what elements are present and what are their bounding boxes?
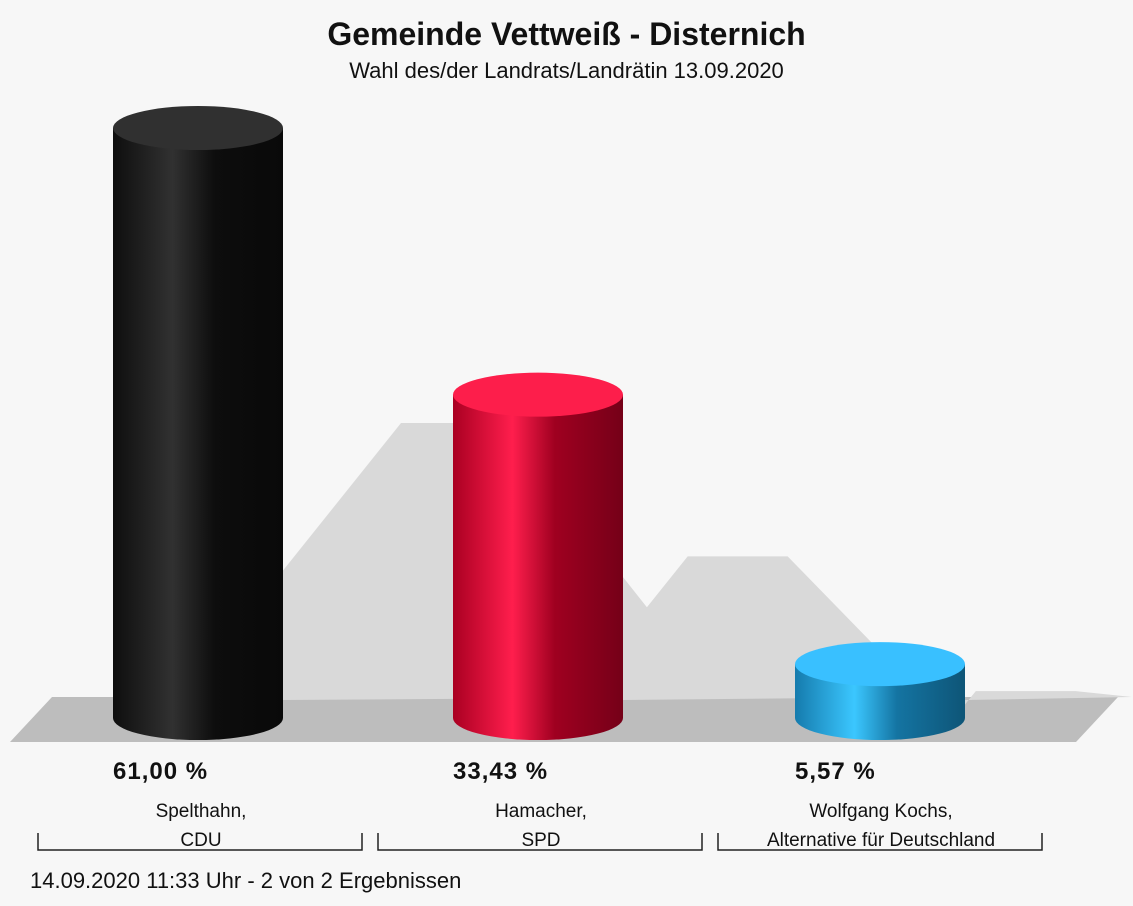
value-label: 61,00 % bbox=[113, 758, 209, 785]
footer: 14.09.2020 11:33 Uhr - 2 von 2 Ergebniss… bbox=[30, 868, 462, 893]
category-label: Wolfgang Kochs, Alternative für Deutschl… bbox=[766, 801, 996, 851]
value-label: 33,43 % bbox=[453, 758, 549, 785]
bar-top bbox=[795, 642, 965, 687]
value-label: 5,57 % bbox=[795, 758, 876, 785]
bar-top bbox=[453, 372, 623, 417]
category-bracket bbox=[377, 833, 703, 851]
category-bracket bbox=[717, 833, 1043, 851]
bar bbox=[113, 128, 283, 718]
category-bracket bbox=[37, 833, 363, 851]
category-label: Spelthahn, CDU bbox=[155, 801, 247, 851]
chart-subtitle: Wahl des/der Landrats/Landrätin 13.09.20… bbox=[349, 58, 784, 83]
bar-shadow bbox=[965, 691, 1132, 705]
bar bbox=[453, 394, 623, 718]
chart-title: Gemeinde Vettweiß - Disternich bbox=[327, 16, 806, 52]
category-label: Hamacher, SPD bbox=[495, 801, 587, 851]
bar-top bbox=[113, 106, 283, 150]
